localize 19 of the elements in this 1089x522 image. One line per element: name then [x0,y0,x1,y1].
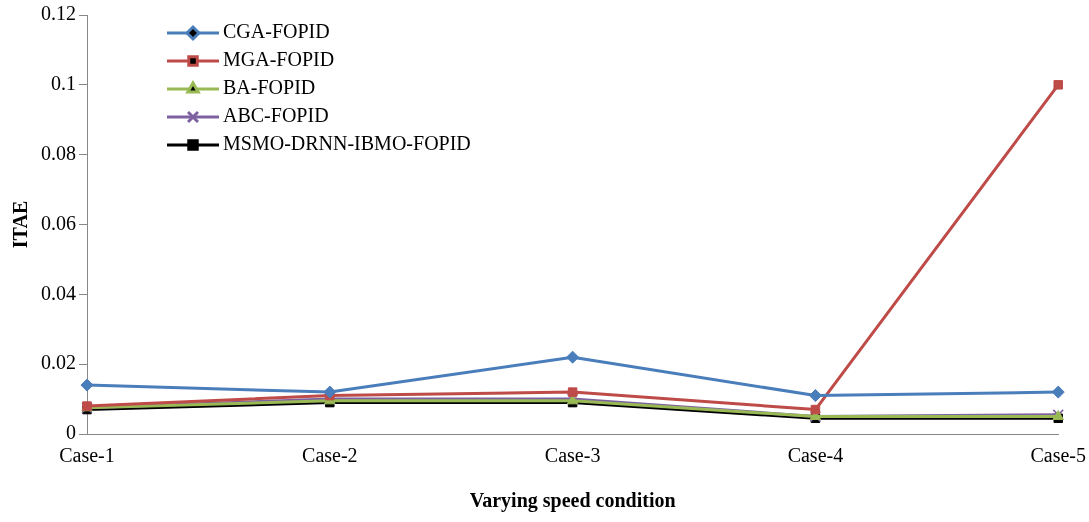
legend-label: CGA-FOPID [223,20,330,43]
x-axis-title: Varying speed condition [469,489,676,513]
y-tick-label: 0.02 [41,351,76,374]
y-tick-label: 0.04 [41,281,76,304]
legend-label: BA-FOPID [223,76,316,99]
legend-label: MGA-FOPID [223,48,335,71]
legend-label: MSMO-DRNN-IBMO-FOPID [223,132,471,155]
y-axis-title: ITAE [9,200,32,249]
x-tick-label: Case-4 [787,444,844,467]
y-tick-label: 0.06 [41,211,76,234]
y-tick-label: 0.1 [51,72,76,95]
x-tick-label: Case-5 [1030,444,1086,467]
legend-label: ABC-FOPID [223,104,329,127]
x-tick-label: Case-3 [544,444,601,467]
y-tick-label: 0.12 [41,2,76,25]
y-tick-label: 0.08 [41,141,76,164]
x-tick-label: Case-1 [59,444,115,467]
y-tick-label: 0 [66,421,76,444]
x-tick-label: Case-2 [302,444,358,467]
